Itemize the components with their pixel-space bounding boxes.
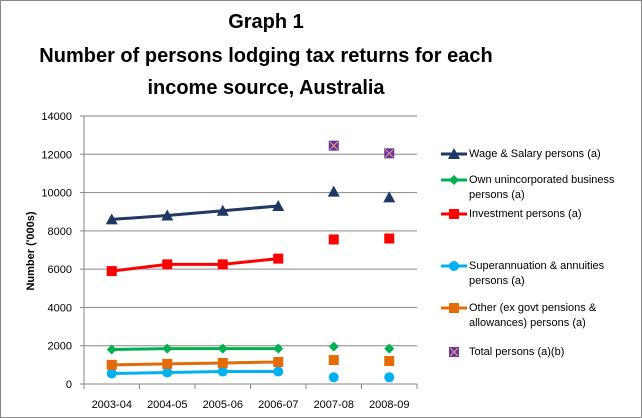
data-point xyxy=(162,358,173,369)
data-point xyxy=(161,209,174,221)
y-tick-label: 8000 xyxy=(48,226,72,238)
legend-swatch xyxy=(449,347,459,357)
y-tick-label: 12000 xyxy=(41,149,72,161)
series-line xyxy=(111,204,279,221)
data-point xyxy=(384,372,395,383)
legend-label: Superannuation & annuities persons (a) xyxy=(469,260,605,287)
x-tick-label: 2008-09 xyxy=(369,399,409,411)
data-point xyxy=(273,253,284,264)
legend-marker xyxy=(449,175,459,185)
series-line xyxy=(111,360,279,367)
legend-label: Wage & Salary persons (a) xyxy=(469,148,601,160)
x-tick-label: 2005-06 xyxy=(203,399,243,411)
y-tick-label: 6000 xyxy=(48,264,72,276)
legend-swatch xyxy=(441,209,467,219)
legend-marker xyxy=(449,209,459,219)
legend-swatch xyxy=(441,261,467,271)
data-point xyxy=(217,366,228,377)
legend-marker xyxy=(449,303,459,313)
chart-title-line-2: Number of persons lodging tax returns fo… xyxy=(39,45,493,67)
x-tick-label: 2006-07 xyxy=(258,399,298,411)
data-point xyxy=(162,259,173,270)
legend-swatch xyxy=(441,148,467,159)
data-point xyxy=(329,141,339,151)
data-point xyxy=(105,213,118,225)
data-point xyxy=(106,344,117,355)
data-point xyxy=(217,343,228,354)
legend-label: Investment persons (a) xyxy=(469,208,582,220)
data-point xyxy=(273,356,284,367)
data-point xyxy=(273,343,284,354)
data-point xyxy=(384,233,395,244)
chart-title-line-3: income source, Australia xyxy=(147,77,385,99)
y-tick-label: 0 xyxy=(66,379,72,391)
legend-marker xyxy=(449,261,459,271)
data-point xyxy=(162,343,173,354)
series-line xyxy=(111,370,279,375)
data-point xyxy=(328,234,339,245)
series-line xyxy=(111,347,279,352)
x-tick-label: 2007-08 xyxy=(314,399,354,411)
series-line xyxy=(111,257,279,273)
legend-label: Own unincorporated business persons (a) xyxy=(469,174,615,201)
chart-title-line-1: Graph 1 xyxy=(228,11,304,33)
data-point xyxy=(327,185,340,197)
data-point xyxy=(383,191,396,203)
data-point xyxy=(384,148,394,158)
data-point xyxy=(217,259,228,270)
legend-swatch xyxy=(441,303,467,313)
y-tick-label: 10000 xyxy=(41,188,72,200)
data-point xyxy=(272,199,285,211)
data-point xyxy=(328,355,339,366)
legend-label: Total persons (a)(b) xyxy=(469,346,565,358)
y-tick-label: 14000 xyxy=(41,111,72,123)
data-point xyxy=(106,266,117,277)
x-tick-label: 2004-05 xyxy=(147,399,187,411)
legend-marker xyxy=(449,347,459,357)
x-tick-label: 2003-04 xyxy=(92,399,132,411)
data-point xyxy=(106,359,117,370)
legend-label: Other (ex govt pensions & allowances) pe… xyxy=(469,302,597,329)
data-point xyxy=(328,341,339,352)
legend-marker xyxy=(448,148,460,159)
data-point xyxy=(384,343,395,354)
y-tick-label: 4000 xyxy=(48,302,72,314)
data-point xyxy=(217,357,228,368)
y-axis-label: Number ('000s) xyxy=(25,211,37,290)
data-point xyxy=(384,356,395,367)
data-point xyxy=(162,367,173,378)
data-point xyxy=(106,368,117,379)
legend-swatch xyxy=(441,175,467,185)
data-point xyxy=(328,372,339,383)
y-tick-label: 2000 xyxy=(48,341,72,353)
data-point xyxy=(273,366,284,377)
data-point xyxy=(216,204,229,216)
